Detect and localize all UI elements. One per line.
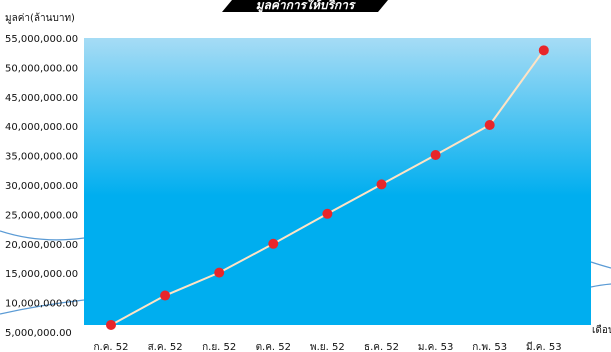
- y-axis-title: มูลค่า(ล้านบาท): [5, 12, 75, 24]
- x-axis-title: เดือน: [592, 324, 611, 336]
- y-tick-label: 20,000,000.00: [5, 240, 78, 251]
- series-points: [106, 45, 549, 330]
- y-tick-label: 5,000,000.00: [5, 328, 72, 339]
- data-point: [214, 267, 225, 278]
- data-point: [538, 45, 549, 56]
- data-point: [376, 179, 387, 190]
- y-tick-label: 40,000,000.00: [5, 122, 78, 133]
- y-tick-label: 55,000,000.00: [5, 34, 78, 45]
- y-tick-label: 35,000,000.00: [5, 152, 78, 163]
- x-tick-label: ม.ค. 53: [418, 342, 454, 352]
- header-badge: มูลค่าการให้บริการ: [222, 0, 388, 13]
- x-axis-ticks: ก.ค. 52 ส.ค. 52 ก.ย. 52 ต.ค. 52 พ.ย. 52 ธ.ค. …: [93, 341, 561, 352]
- y-tick-label: 30,000,000.00: [5, 181, 78, 192]
- x-tick-label: ก.ย. 52: [202, 342, 236, 352]
- data-point: [322, 208, 333, 219]
- data-point: [484, 120, 495, 131]
- plot-area: [84, 38, 591, 325]
- x-tick-label: พ.ย. 52: [310, 342, 345, 352]
- decorative-lines: [0, 230, 611, 315]
- x-tick-label: ก.พ. 53: [472, 342, 507, 352]
- data-point: [430, 150, 441, 161]
- x-tick-label: มี.ค. 53: [526, 341, 562, 352]
- y-tick-label: 15,000,000.00: [5, 269, 78, 280]
- data-point: [160, 290, 171, 301]
- x-tick-label: ส.ค. 52: [148, 342, 183, 352]
- x-tick-label: ก.ค. 52: [93, 342, 128, 352]
- x-tick-label: ธ.ค. 52: [364, 342, 399, 352]
- y-tick-label: 45,000,000.00: [5, 93, 78, 104]
- y-tick-label: 25,000,000.00: [5, 210, 78, 221]
- y-axis-ticks: 55,000,000.00 50,000,000.00 45,000,000.00 4…: [5, 34, 78, 339]
- y-tick-label: 10,000,000.00: [5, 299, 78, 310]
- data-point: [106, 319, 116, 330]
- data-point: [268, 238, 279, 249]
- chart-header-title: มูลค่าการให้บริการ: [256, 0, 357, 13]
- x-tick-label: ต.ค. 52: [256, 342, 291, 352]
- y-tick-label: 50,000,000.00: [5, 63, 78, 74]
